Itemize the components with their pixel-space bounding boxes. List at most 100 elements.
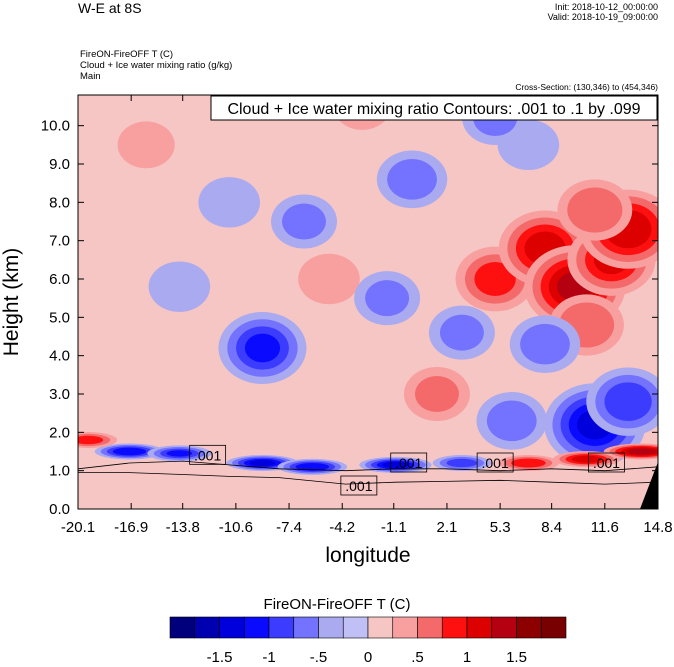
anomaly-blob-8 <box>298 253 360 305</box>
anomaly-blob-21 <box>198 177 261 228</box>
colorbar-swatch <box>219 616 245 639</box>
contour-label-box <box>476 452 514 473</box>
y-tick-label: 3.0 <box>49 386 70 403</box>
valid-time: Valid: 2018-10-19_09:00:00 <box>547 12 658 22</box>
plot-frame <box>77 94 659 510</box>
colorbar-swatch <box>540 616 567 639</box>
terrain-mask <box>640 462 658 509</box>
colorbar-tick-label: -.5 <box>310 649 328 666</box>
y-tick-label: 9.0 <box>49 156 70 173</box>
x-tick-label: -13.8 <box>166 519 200 536</box>
contour-label-2: .001 <box>390 452 428 473</box>
colorbar-swatch <box>466 616 493 639</box>
anomaly-blob-15 <box>218 312 307 384</box>
colorbar-swatch <box>516 616 542 639</box>
colorbar-tick-label: -1.5 <box>207 649 233 666</box>
cloud-contour-upper <box>78 460 658 472</box>
domain-name: Main <box>80 71 101 82</box>
anomaly-blob-17 <box>376 150 448 209</box>
contour-label-text: .001 <box>593 455 620 471</box>
anomaly-blob-31 <box>553 451 620 468</box>
colorbar-swatch <box>441 616 468 639</box>
colorbar-swatch <box>318 616 344 639</box>
anomaly-field <box>78 95 658 475</box>
y-axis-label: Height (km) <box>0 248 23 357</box>
anomaly-blob-7 <box>403 367 470 421</box>
anomaly-blob-33 <box>78 432 118 448</box>
colorbar-swatch <box>342 616 369 639</box>
colorbar-tick-label: 0 <box>364 649 372 666</box>
y-tick-label: 4.0 <box>49 348 70 365</box>
x-tick-label: 8.4 <box>541 519 562 536</box>
colorbar-tick-label: .5 <box>411 649 424 666</box>
plot-area <box>78 95 658 509</box>
y-tick-label: 0.0 <box>49 501 70 518</box>
anomaly-blob-16 <box>271 194 338 249</box>
x-tick-label: -1.1 <box>381 519 407 536</box>
field-name: FireON-FireOFF T (C) <box>80 49 174 60</box>
contour-label-text: .001 <box>395 455 422 471</box>
contour-label-box <box>189 444 227 465</box>
contour-label-box <box>588 452 625 473</box>
y-tick-label: 1.0 <box>49 463 70 480</box>
contour-field-name: Cloud + Ice water mixing ratio (g/kg) <box>80 60 233 71</box>
colorbar-swatch <box>367 616 394 639</box>
contour-label-box <box>340 475 378 496</box>
contour-label-text: .001 <box>345 478 372 494</box>
anomaly-blob-18 <box>354 271 421 326</box>
x-tick-label: 5.3 <box>490 519 511 536</box>
anomaly-blob-13 <box>476 392 547 450</box>
init-time: Init: 2018-10-12_00:00:00 <box>554 2 658 12</box>
colorbar-swatch <box>293 616 319 639</box>
contour-labels: .001 .001 .001 .001 .001 <box>189 444 625 496</box>
x-tick-label: 11.6 <box>591 519 619 536</box>
anomaly-blob-10 <box>117 121 175 169</box>
anomaly-blob-5 <box>557 179 633 241</box>
axes: -20.1 -16.9 -13.8 -10.6 -7.4 -4.2 -1.1 2.1 5.3 8.… <box>41 95 673 536</box>
contour-label-box <box>390 452 428 473</box>
contour-label-4: .001 <box>588 452 625 473</box>
x-axis-label: longitude <box>325 544 410 567</box>
colorbar-tick-label: -1 <box>262 649 275 666</box>
y-tick-label: 2.0 <box>49 424 70 441</box>
contour-label-0: .001 <box>189 444 227 465</box>
colorbar-swatch <box>491 616 517 639</box>
anomaly-blob-27 <box>277 458 348 475</box>
contour-label-1: .001 <box>340 475 378 496</box>
y-tick-label: 8.0 <box>49 194 70 211</box>
x-tick-label: -10.6 <box>219 519 253 536</box>
y-tick-label: 7.0 <box>49 233 70 250</box>
anomaly-blob-12 <box>586 367 658 436</box>
y-tick-label: 6.0 <box>49 271 70 288</box>
colorbar-title: FireON-FireOFF T (C) <box>263 596 411 613</box>
cloud-contour-lower <box>78 472 658 485</box>
cross-section-label: Cross-Section: (130,346) to (454,346) <box>515 82 658 92</box>
x-tick-label: 2.1 <box>437 519 458 536</box>
y-tick-label: 5.0 <box>49 309 70 326</box>
colorbar-swatch <box>392 616 418 639</box>
contour-info-text: Cloud + Ice water mixing ratio Contours:… <box>227 101 640 118</box>
x-tick-label: 14.8 <box>643 519 672 536</box>
colorbar-swatch <box>169 616 196 639</box>
anomaly-blob-14 <box>509 315 581 373</box>
chart-title: W-E at 8S <box>78 0 142 16</box>
anomaly-blob-25 <box>147 445 212 462</box>
contour-label-text: .001 <box>482 455 509 471</box>
cloud-contours <box>78 460 658 485</box>
colorbar-swatch <box>194 616 220 639</box>
colorbar-swatch <box>243 616 270 639</box>
x-tick-label: -7.4 <box>276 519 302 536</box>
x-tick-label: -16.9 <box>114 519 148 536</box>
colorbar-tick-label: 1.5 <box>506 649 527 666</box>
colorbar-swatch <box>417 616 443 639</box>
anomaly-blob-32 <box>603 443 658 460</box>
colorbar: -1.5 -1 -.5 0 .5 1 1.5 <box>169 616 567 666</box>
anomaly-blob-20 <box>148 261 211 312</box>
anomaly-blob-19 <box>428 305 495 360</box>
anomaly-blob-29 <box>432 455 492 471</box>
x-tick-label: -20.1 <box>61 519 95 536</box>
anomaly-blob-24 <box>94 443 165 460</box>
y-tick-label: 10.0 <box>41 118 70 135</box>
contour-label-text: .001 <box>194 447 221 463</box>
